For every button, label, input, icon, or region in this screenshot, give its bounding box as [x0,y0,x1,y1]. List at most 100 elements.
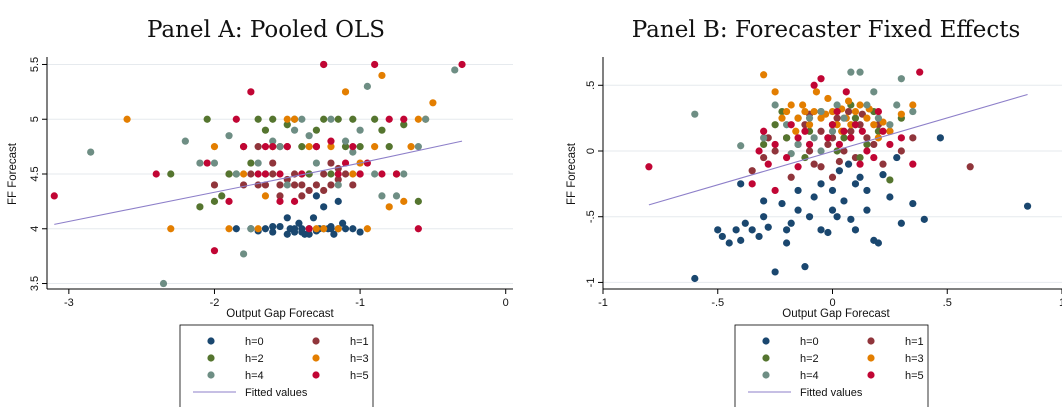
panel-b-point-h-4-13 [863,101,871,109]
panel-a-point-h-2-19 [371,115,379,123]
panel-b-point-h-0-30 [886,193,894,201]
panel-b-point-h-5-12 [828,121,837,129]
panel-a-point-h-4-5 [232,170,240,178]
panel-a-point-h-2-7 [261,126,270,134]
panel-b-point-h-4-10 [847,68,855,76]
panel-b-point-h-5-6 [787,121,795,129]
panel-a-point-h-5-2 [210,247,219,255]
panel-b-point-h-4-16 [897,75,905,83]
panel-a-point-h-5-32 [261,170,270,178]
panel-a-point-h-3-10 [327,143,335,151]
panel-b-point-h-0-20 [824,228,832,237]
panel-b-point-h-5-10 [817,75,825,83]
panel-b-point-h-1-2 [771,147,779,155]
panel-a-point-h-3-28 [305,143,313,151]
panel-b-point-h-0-29 [874,239,883,247]
panel-a-point-h-2-29 [247,159,255,167]
panel-b-point-h-3-16 [851,107,860,116]
panel-a-point-h-3-11 [341,88,350,96]
panel-a-point-h-2-23 [414,197,422,205]
panel-a-legend-marker-h-3 [312,354,320,362]
panel-a-point-h-4-18 [356,126,364,134]
panel-b-point-h-5-27 [842,88,850,96]
panel-b-point-h-5-9 [805,140,814,149]
panel-b-point-h-2-8 [851,114,860,122]
panel-a: Panel A: Pooled OLS Output Gap Forecast … [7,17,513,407]
panel-b-point-h-0-25 [851,226,860,234]
panel-b-point-h-5-20 [874,107,883,116]
panel-a-point-h-5-28 [276,170,284,178]
panel-b-point-h-0-47 [835,167,843,175]
panel-a-y-tick-label-1: 4 [29,226,41,232]
panel-a-point-h-3-27 [334,225,342,233]
panel-a-point-h-1-28 [305,186,313,195]
panel-a-series-h-3 [123,71,437,233]
panel-a-legend-label-h-5: h=5 [350,370,369,382]
panel-a-point-h-3-0 [123,115,131,123]
panel-a-point-h-1-15 [349,181,357,189]
panel-b-point-h-3-7 [805,121,814,129]
panel-a-point-h-2-14 [327,170,335,178]
panel-a-y-tick-label-4: 5.5 [29,57,41,72]
panel-a-legend-marker-h-2 [207,354,215,362]
panel-b-series-h-3 [760,71,917,142]
panel-a-point-h-3-23 [320,225,328,233]
panel-a-point-h-3-25 [261,192,270,200]
panel-b-point-h-1-23 [787,173,795,181]
panel-b-point-h-0-13 [783,226,791,234]
panel-b-point-h-0-19 [817,226,825,234]
panel-b-legend-label-h-5: h=5 [905,370,924,382]
panel-b-point-h-0-22 [833,213,841,221]
panel-a-point-h-0-5 [283,230,291,238]
panel-a-point-h-4-0 [87,148,95,156]
panel-b-point-h-0-43 [737,180,745,188]
panel-a-point-h-1-13 [334,175,342,184]
panel-a-y-tick-label-2: 4.5 [29,166,41,181]
panel-b-legend-marker-h-2 [762,354,770,362]
panel-a-point-h-3-9 [312,225,321,233]
panel-a-point-h-5-18 [349,143,357,151]
panel-a-point-h-2-8 [269,115,277,123]
panel-b-legend-label-h-4: h=4 [800,370,819,382]
panel-b-point-h-3-6 [801,107,809,116]
panel-b-point-h-4-15 [886,121,894,129]
panel-b-point-h-2-11 [886,176,894,184]
panel-a-point-h-3-2 [210,143,219,151]
panel-a-point-h-0-27 [232,225,240,233]
panel-a-point-h-4-3 [210,159,219,167]
panel-a-point-h-4-26 [451,66,459,74]
panel-a-point-h-0-21 [341,225,350,233]
panel-b-point-h-4-19 [833,101,841,109]
panel-a-point-h-2-18 [356,143,364,151]
panel-b-point-h-5-30 [879,127,887,135]
panel-a-point-h-0-32 [334,197,342,205]
panel-a-point-h-5-14 [312,143,321,151]
panel-b-point-h-5-21 [886,140,894,149]
panel-a-point-h-4-27 [312,159,321,167]
panel-a-legend-marker-h-1 [312,337,320,345]
panel-b-legend-marker-h-0 [762,337,770,345]
panel-b-point-h-4-17 [909,107,917,116]
panel-b-point-h-2-0 [760,140,768,149]
panel-b-point-h-5-26 [810,81,818,89]
panel-a-point-h-5-10 [276,197,284,205]
panel-b-point-h-5-4 [771,140,779,149]
panel-a-point-h-5-4 [232,115,240,123]
panel-a-x-tick-label-0: -3 [64,297,74,309]
panel-b-y-axis-title: FF Forecast [566,142,578,205]
panel-b-point-h-0-36 [817,180,825,188]
panel-b-point-h-0-18 [810,193,818,201]
panel-b-y-tick-label-0: -1 [585,278,597,288]
panel-a-point-h-3-4 [239,170,248,178]
panel-b-point-h-5-8 [801,127,809,135]
panel-a-point-h-1-22 [298,192,306,200]
panel-b-point-h-3-0 [760,71,768,79]
panel-b-point-h-0-42 [760,197,768,205]
panel-b-point-h-4-18 [817,147,825,155]
panel-a-point-h-2-17 [349,115,357,123]
panel-b-point-h-5-25 [771,186,779,195]
panel-b-y-tick-label-2: 0 [585,148,597,154]
panel-a-point-h-5-1 [152,170,160,178]
panel-a-legend-label-fitted: Fitted values [245,387,308,399]
panel-b-point-h-0-33 [920,215,928,223]
